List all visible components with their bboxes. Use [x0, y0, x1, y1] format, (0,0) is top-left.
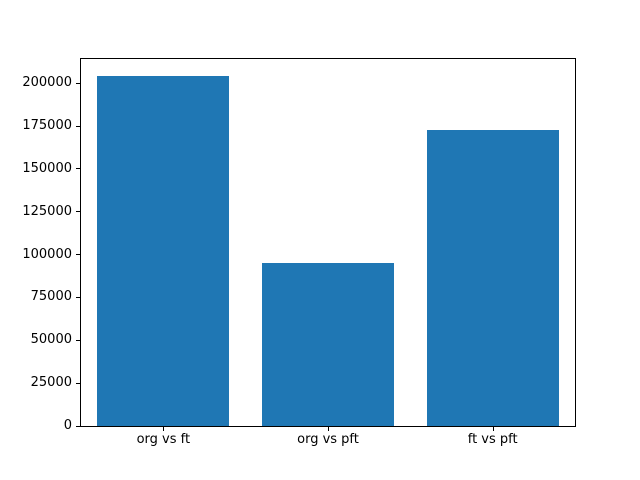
x-tick-label: ft vs pft [467, 432, 518, 447]
x-tick-mark [492, 427, 494, 431]
y-tick-mark [76, 168, 80, 170]
y-tick-mark [76, 82, 80, 84]
bar-org-vs-pft [262, 263, 394, 426]
y-tick-label: 125000 [22, 203, 72, 219]
y-tick-label: 75000 [30, 289, 72, 305]
plot-area [80, 58, 576, 427]
x-tick-label: org vs pft [297, 432, 359, 447]
y-tick-mark [76, 296, 80, 298]
x-tick-mark [328, 427, 329, 431]
y-tick-mark [76, 211, 80, 213]
y-tick-mark [76, 254, 80, 256]
y-tick-label: 200000 [22, 75, 72, 91]
y-tick-label: 100000 [22, 246, 72, 262]
y-tick-label: 150000 [22, 160, 72, 176]
y-tick-mark [76, 125, 80, 127]
y-tick-label: 0 [63, 418, 72, 433]
x-tick-label: org vs ft [136, 432, 191, 447]
y-tick-mark [76, 382, 80, 384]
y-tick-label: 175000 [22, 118, 72, 134]
bar-org-vs-ft [97, 76, 230, 426]
y-tick-mark [76, 425, 80, 427]
x-tick-mark [163, 427, 165, 431]
y-tick-label: 25000 [30, 375, 72, 391]
y-tick-label: 50000 [30, 332, 72, 348]
bar-ft-vs-pft [426, 129, 559, 426]
y-tick-mark [76, 339, 80, 341]
